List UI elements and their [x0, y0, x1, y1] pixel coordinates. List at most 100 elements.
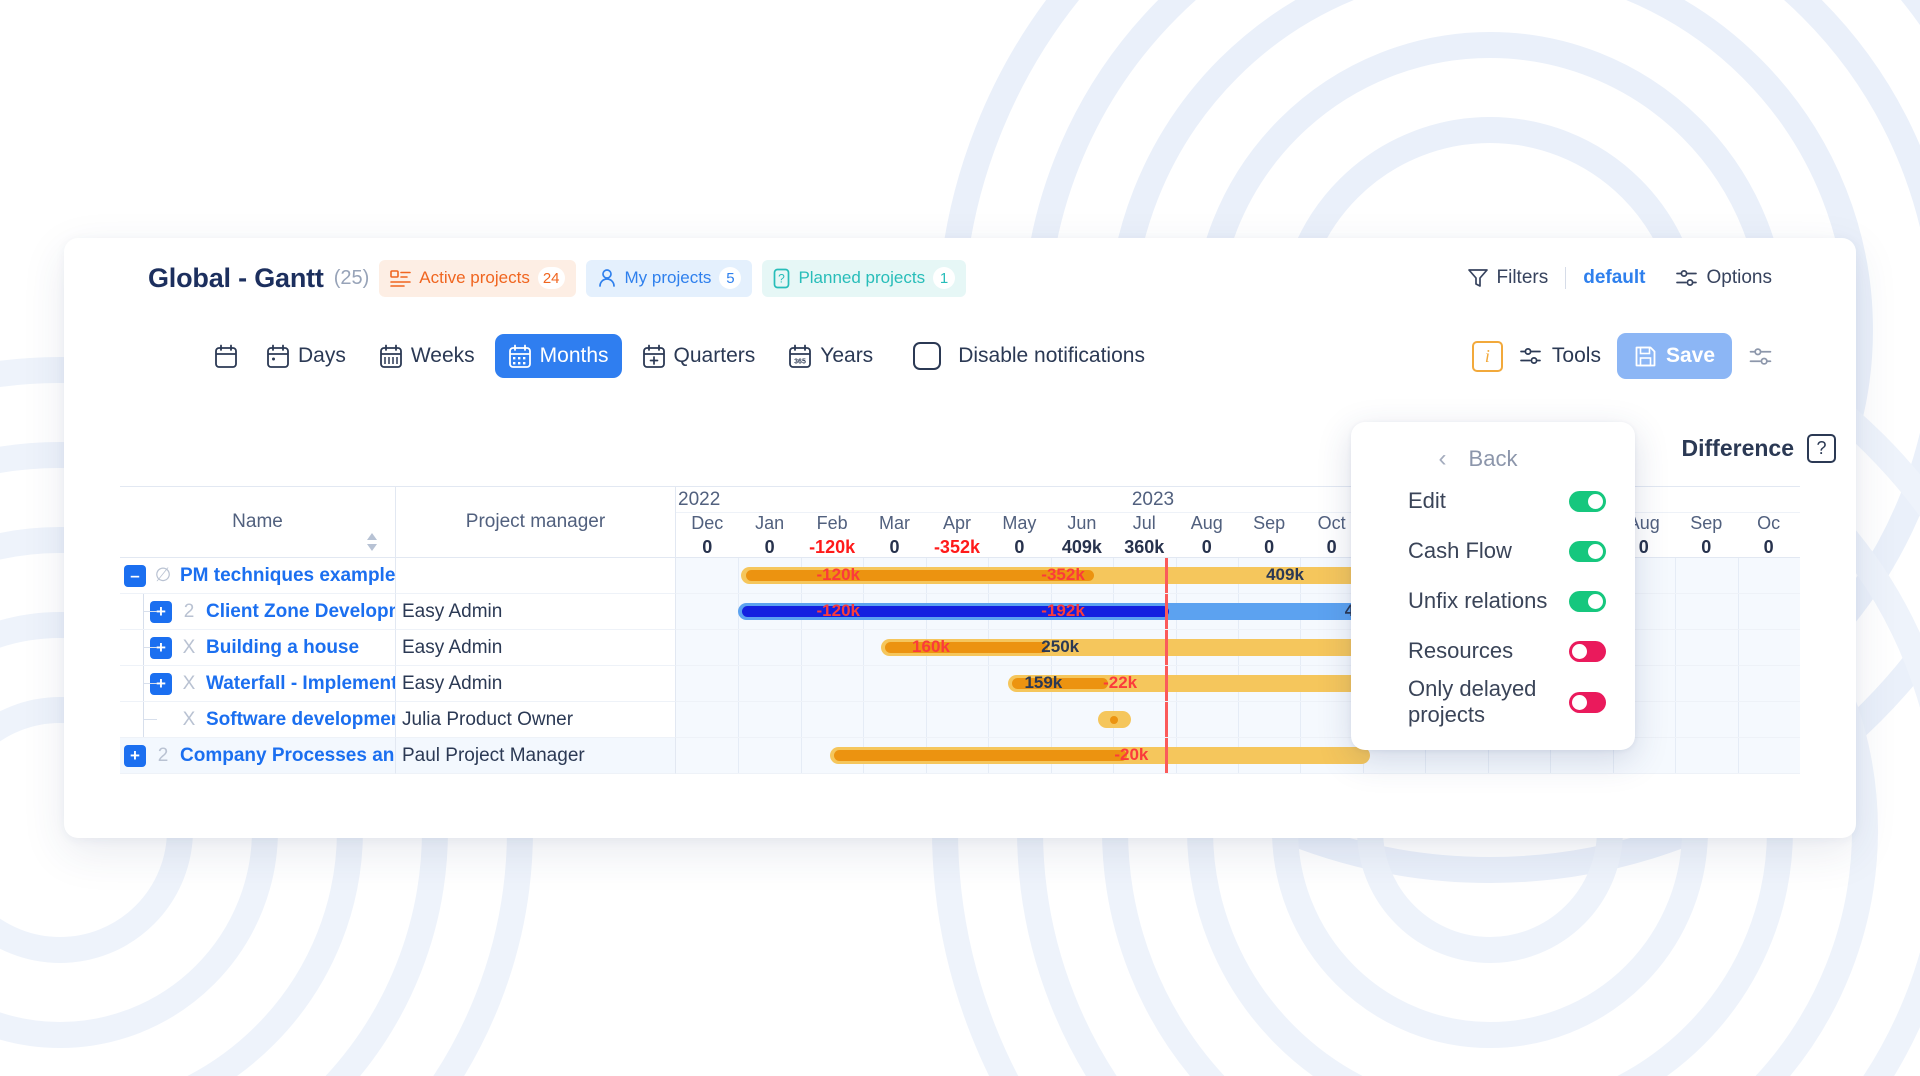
timeline-month-label: Jul [1132, 513, 1156, 533]
today-marker [1164, 594, 1168, 629]
disable-notifications-label: Disable notifications [958, 344, 1145, 367]
timeline-gridline [988, 702, 990, 737]
gantt-cashflow-label: -22k [1103, 673, 1138, 692]
row-project-link[interactable]: Building a house [206, 636, 360, 658]
timeline-cashflow-value: 0 [889, 537, 900, 557]
timeline-gridline [738, 702, 740, 737]
sliders-icon [1675, 270, 1697, 286]
panel-item-cash-flow[interactable]: Cash Flow [1351, 526, 1635, 576]
toggle-knob [1588, 593, 1603, 609]
zoom-toolbar: Days Weeks [64, 318, 1856, 394]
toolbar-quarters-button[interactable]: Quarters [629, 334, 769, 378]
info-button[interactable]: i [1471, 340, 1503, 372]
row-project-link[interactable]: Company Processes and Internal [180, 744, 395, 766]
cell-project-manager: Easy Admin [396, 666, 676, 702]
chip-my-projects[interactable]: My projects 5 [585, 259, 753, 297]
timeline-cashflow-value: -120k [809, 537, 856, 557]
timeline-gridline [863, 666, 865, 701]
timeline-gridline [863, 630, 865, 665]
timeline-gridline [925, 702, 927, 737]
today-marker [1164, 666, 1168, 701]
today-marker [1164, 558, 1168, 593]
tools-button[interactable]: Tools [1519, 344, 1601, 368]
page-title-count: (25) [333, 266, 370, 289]
timeline-gridline [1737, 666, 1739, 701]
chip-badge: 24 [537, 267, 565, 289]
today-marker [1164, 630, 1168, 665]
collapse-row-button[interactable]: – [124, 564, 146, 587]
difference-label: Difference [1681, 435, 1794, 461]
toggle-switch[interactable] [1569, 640, 1606, 662]
toggle-switch[interactable] [1569, 691, 1606, 713]
tree-elbow [143, 611, 157, 612]
gantt-milestone-bar[interactable] [1097, 711, 1132, 728]
row-status-mark: X [182, 708, 196, 730]
filters-button[interactable]: Filters [1467, 267, 1548, 289]
panel-item-unfix-relations[interactable]: Unfix relations [1351, 576, 1635, 626]
calendar-365-icon: 365 [789, 344, 812, 368]
difference-header: Difference ? [1682, 434, 1836, 463]
sort-arrows-icon[interactable] [365, 533, 379, 551]
panel-item-edit[interactable]: Edit [1351, 476, 1635, 526]
timeline-gridline [1675, 630, 1677, 665]
panel-item-resources[interactable]: Resources [1351, 626, 1635, 676]
toggle-switch[interactable] [1569, 490, 1606, 512]
chip-active-projects[interactable]: Active projects 24 [379, 259, 576, 297]
toolbar-months-label: Months [539, 344, 609, 367]
svg-text:?: ? [779, 271, 786, 285]
timeline-month-label: Jan [755, 513, 785, 533]
toolbar-calendar-button[interactable] [206, 334, 246, 378]
row-status-mark: 2 [183, 600, 195, 622]
panel-item-label: Resources [1408, 637, 1514, 663]
row-project-link[interactable]: Waterfall - Implementation [206, 672, 395, 694]
timeline-cashflow-value: 0 [1201, 537, 1212, 557]
zoom-buttons: Days Weeks [206, 334, 1145, 378]
row-project-link[interactable]: PM techniques example [180, 564, 396, 586]
timeline-gridline [800, 738, 802, 773]
gantt-cashflow-label: -192k [1041, 601, 1085, 620]
gantt-cashflow-label: 250k [1041, 637, 1080, 656]
panel-back-label: Back [1468, 446, 1518, 471]
toolbar-settings-button[interactable] [1748, 345, 1774, 368]
panel-back-button[interactable]: ‹ Back [1351, 442, 1635, 476]
expand-row-button[interactable]: + [124, 744, 146, 767]
panel-item-only-delayed-projects[interactable]: Only delayed projects [1351, 676, 1635, 729]
save-button[interactable]: Save [1616, 333, 1732, 379]
filter-preset-default[interactable]: default [1583, 267, 1646, 288]
column-header-name[interactable]: Name [120, 487, 396, 557]
toolbar-years-button[interactable]: 365 Years [775, 334, 886, 378]
sliders-icon [1520, 348, 1541, 364]
difference-help-icon[interactable]: ? [1807, 434, 1836, 463]
options-button[interactable]: Options [1675, 267, 1772, 289]
timeline-cashflow-value: 0 [1763, 537, 1774, 557]
calendar-week-icon [379, 344, 402, 368]
toggle-knob [1588, 493, 1603, 509]
column-header-project-manager[interactable]: Project manager [396, 487, 676, 557]
header-divider [1565, 267, 1567, 289]
toggle-switch[interactable] [1569, 590, 1606, 612]
chip-label: Planned projects [798, 268, 926, 287]
timeline-month-label: Jun [1067, 513, 1097, 533]
toggle-knob [1588, 543, 1603, 559]
toolbar-months-button[interactable]: Months [494, 334, 622, 378]
chip-planned-projects[interactable]: ? Planned projects 1 [762, 259, 967, 297]
sliders-icon [1749, 347, 1772, 365]
toolbar-days-button[interactable]: Days [253, 334, 359, 378]
timeline-gridline [1737, 558, 1739, 593]
toggle-switch[interactable] [1569, 540, 1606, 562]
gantt-cashflow-label: 159k [1024, 673, 1063, 692]
row-project-link[interactable]: Client Zone Development [206, 600, 395, 622]
toolbar-weeks-button[interactable]: Weeks [366, 334, 488, 378]
row-project-link[interactable]: Software development [206, 708, 396, 730]
timeline-gridline [1675, 666, 1677, 701]
chip-badge: 1 [933, 267, 956, 289]
timeline-gridline [1675, 702, 1677, 737]
cell-project-manager: Paul Project Manager [396, 738, 676, 774]
timeline-year-label: 2022 [678, 489, 721, 510]
timeline-gridline [1300, 702, 1302, 737]
panel-item-label: Only delayed projects [1408, 676, 1537, 728]
filter-icon [1467, 269, 1488, 287]
panel-items: Edit Cash Flow Unfix relations Resources Onl… [1351, 476, 1635, 729]
disable-notifications-checkbox[interactable]: Disable notifications [913, 342, 1145, 370]
